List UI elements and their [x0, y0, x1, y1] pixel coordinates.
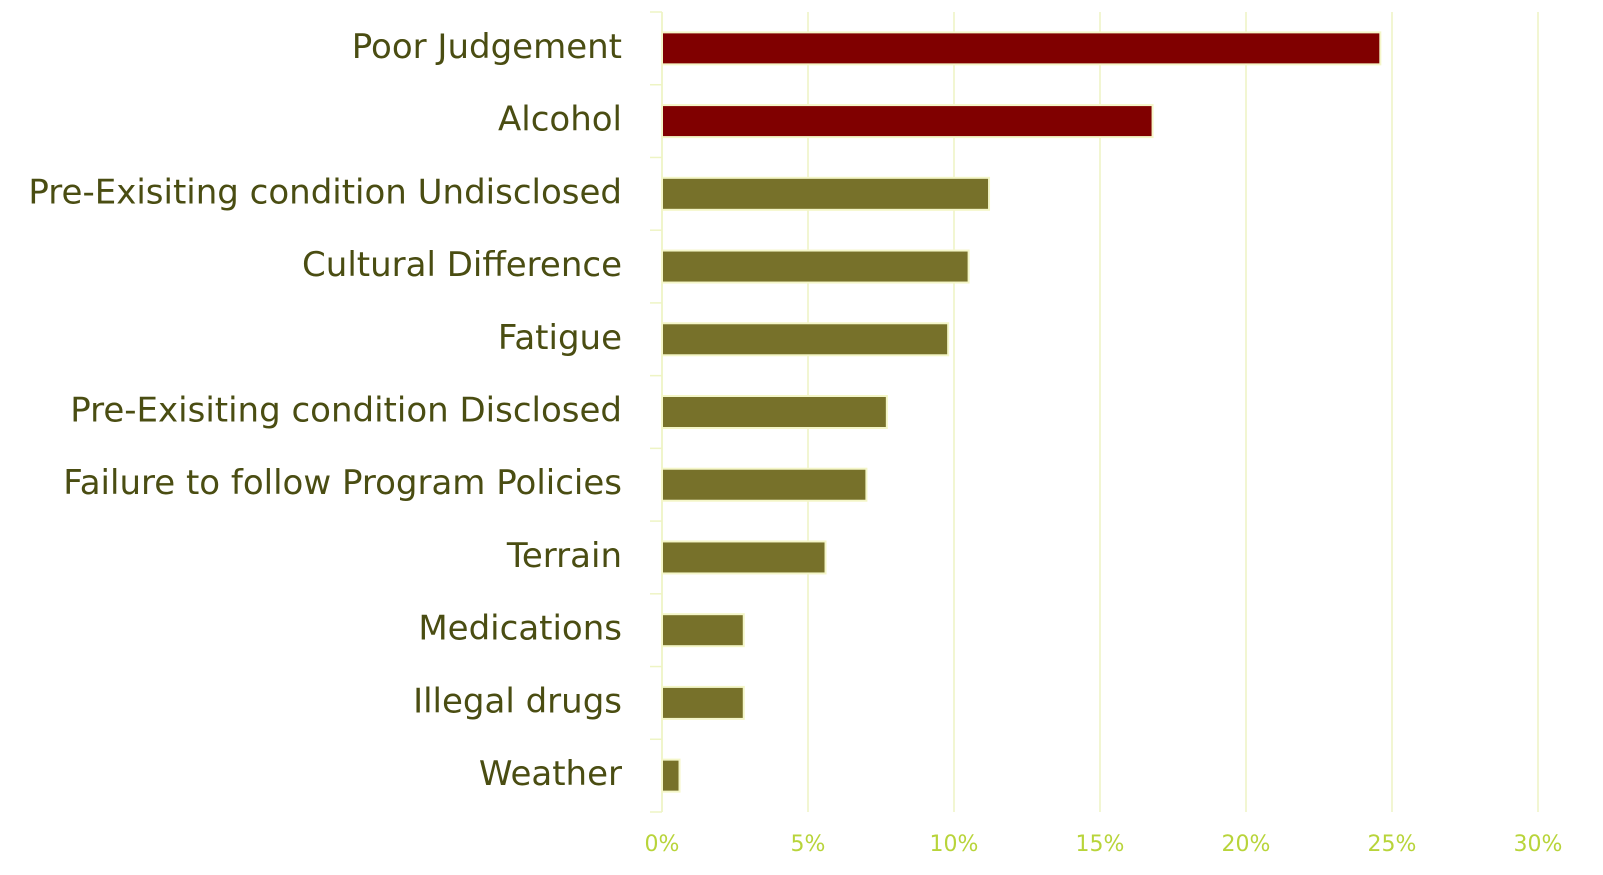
bar: [661, 395, 888, 429]
x-tick-label: 0%: [645, 832, 680, 857]
y-tick-label: Cultural Difference: [302, 245, 622, 285]
bar: [661, 685, 745, 720]
y-tick-label: Medications: [418, 609, 622, 649]
bar: [661, 758, 681, 793]
x-tick-label: 20%: [1222, 832, 1271, 857]
bar: [661, 613, 745, 648]
y-tick-label: Pre-Exisiting condition Undisclosed: [28, 172, 622, 212]
y-tick-label: Poor Judgement: [352, 27, 622, 67]
bar: [661, 249, 970, 284]
bar: [661, 322, 950, 357]
x-tick-label: 5%: [791, 832, 826, 857]
y-tick-label: Failure to follow Program Policies: [63, 463, 622, 503]
bar: [661, 467, 868, 502]
x-tick-label: 25%: [1368, 832, 1417, 857]
y-tick-label: Weather: [479, 754, 622, 794]
bar: [661, 176, 991, 211]
bar: [661, 540, 827, 575]
x-tick-label: 30%: [1514, 832, 1563, 857]
y-tick-label: Terrain: [506, 536, 622, 576]
bar: [661, 104, 1154, 139]
y-tick-label: Illegal drugs: [413, 681, 622, 721]
x-tick-label: 10%: [930, 832, 979, 857]
bar: [661, 31, 1382, 66]
y-tick-label: Alcohol: [498, 100, 622, 140]
x-tick-label: 15%: [1076, 832, 1125, 857]
y-tick-label: Fatigue: [498, 318, 622, 358]
y-tick-label: Pre-Exisiting condition Disclosed: [70, 391, 622, 431]
